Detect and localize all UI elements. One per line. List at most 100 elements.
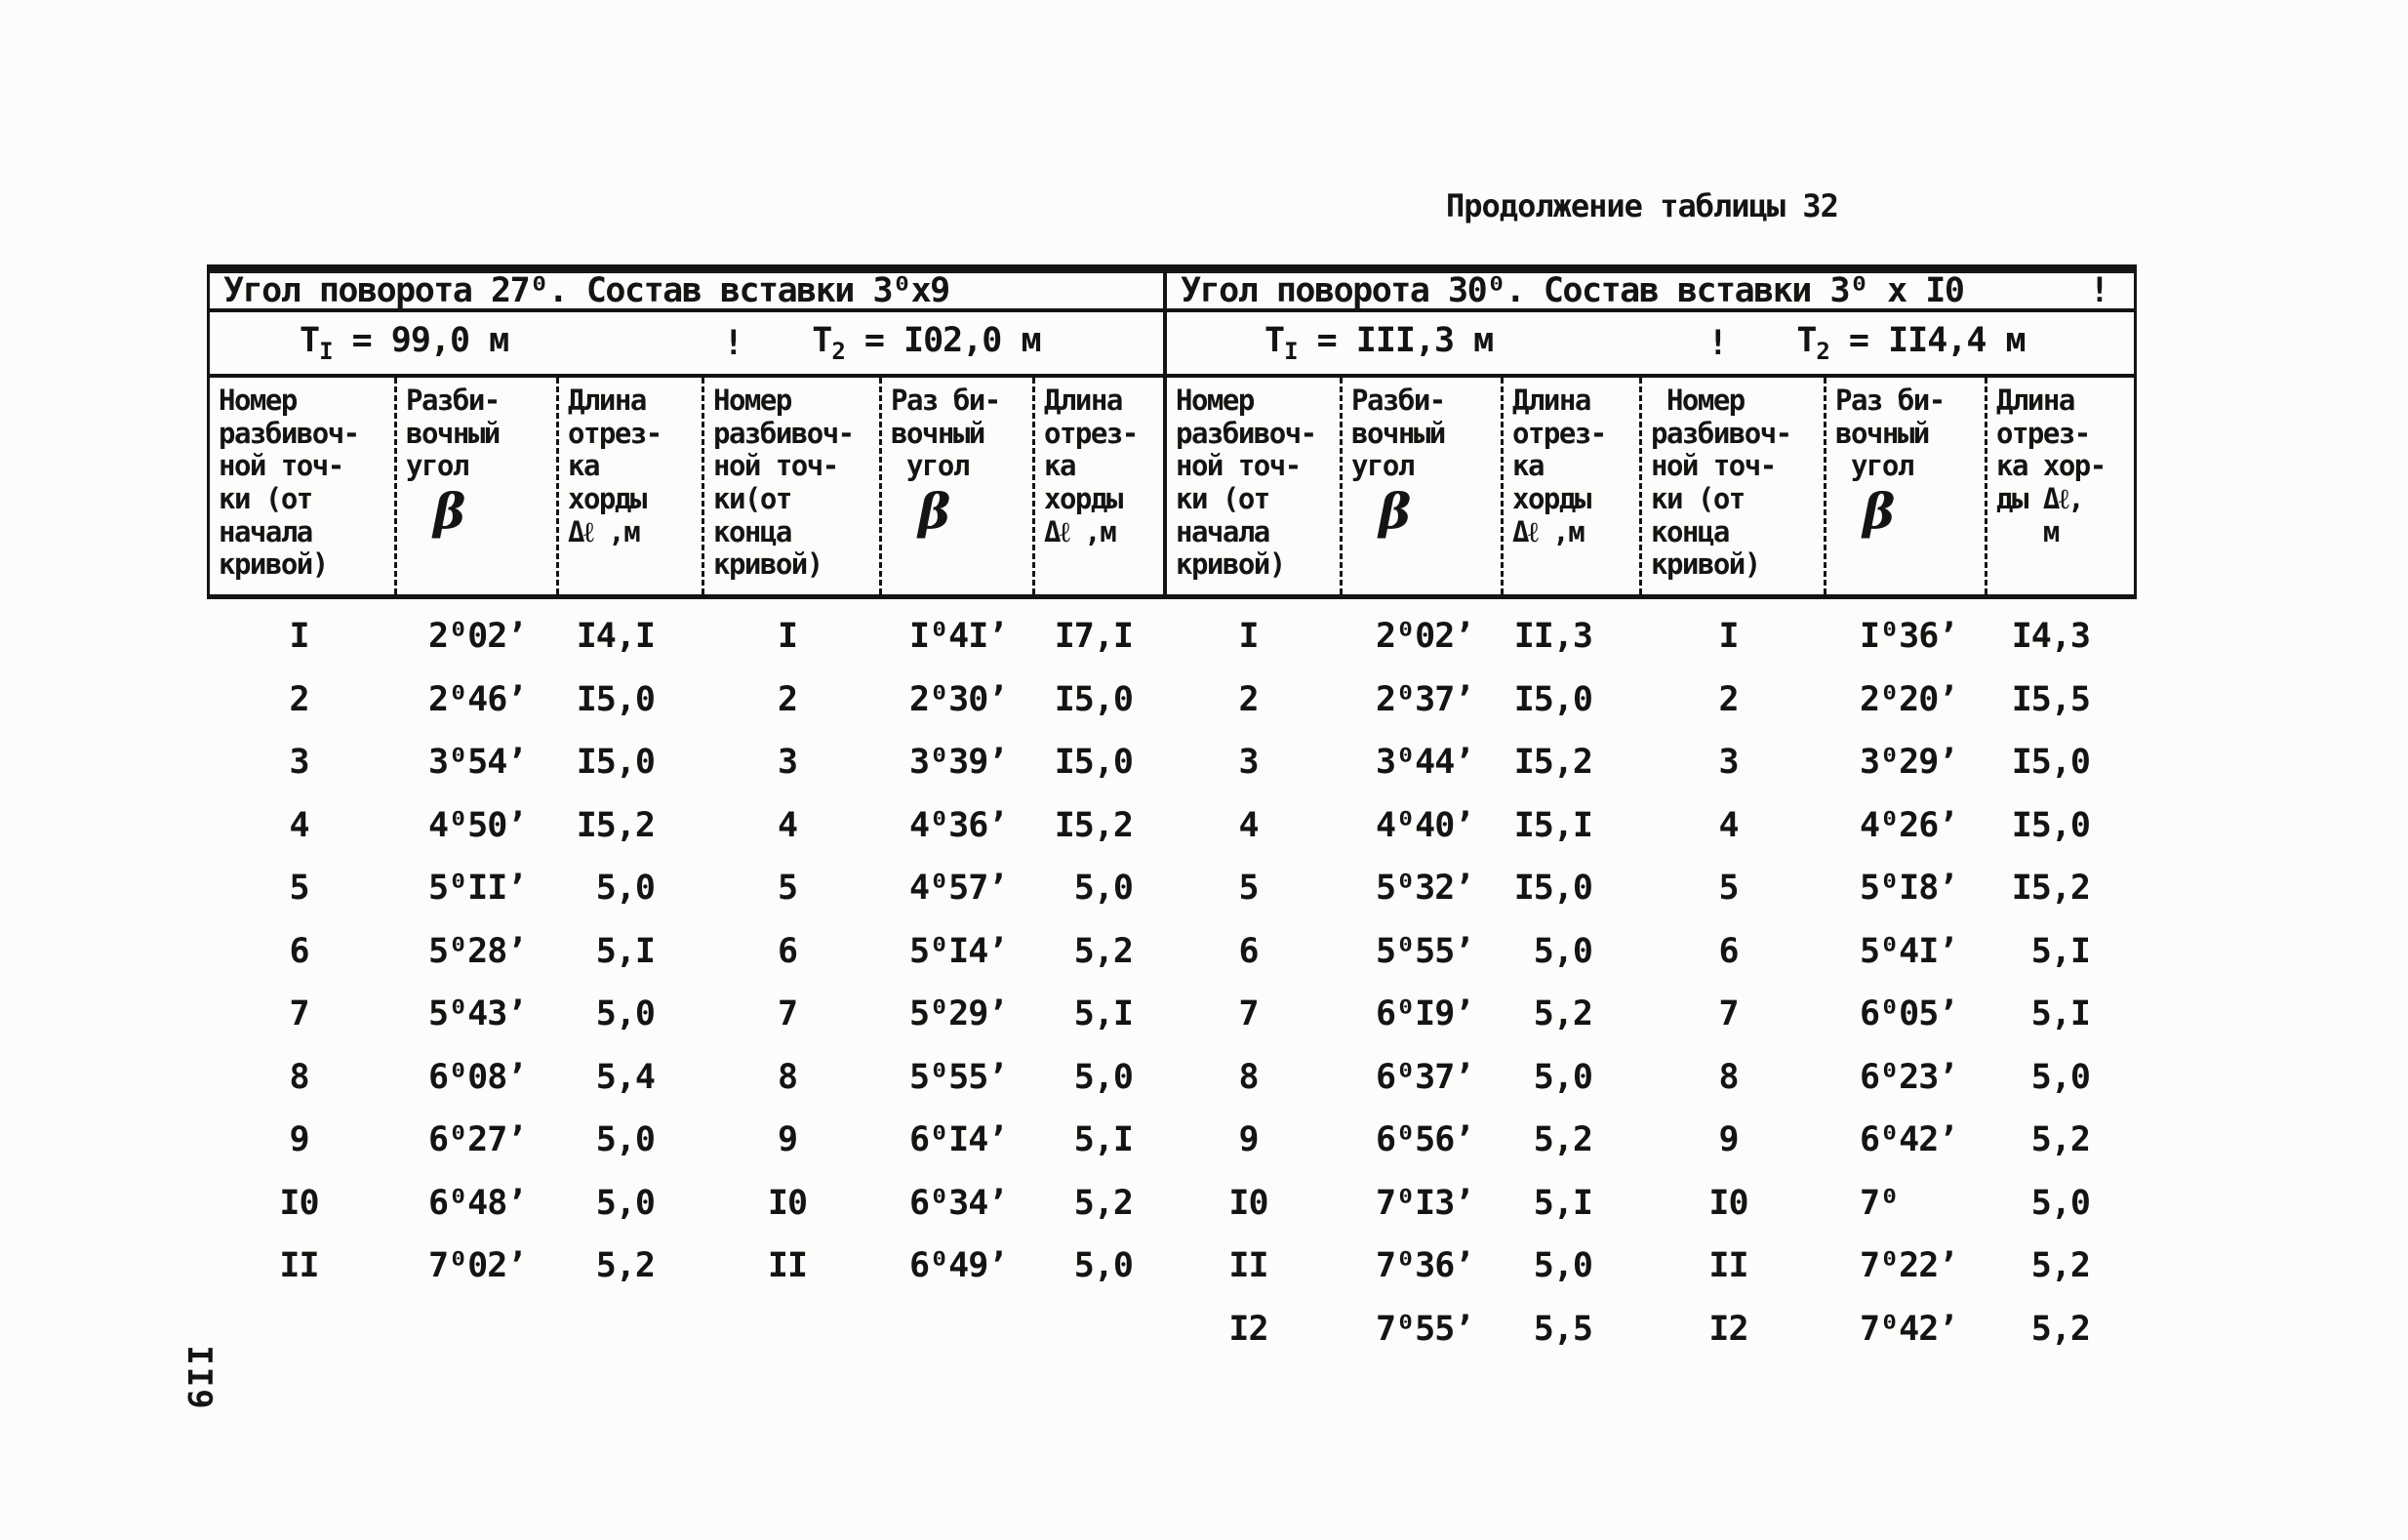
data-group-4-from-end-30deg: I I⁰36’ I4,3 2 2⁰20’ I5,5 3 3⁰29’ I5,0 4 4⁰26’ I5,0…: [1636, 605, 2137, 1360]
cell-g3-r2-c1: 2: [1238, 679, 1259, 719]
t2-base: Т: [1796, 321, 1817, 360]
beta-symbol: β: [1379, 481, 1412, 540]
angle-header-right: Угол поворота 30⁰. Состав вставки 3⁰ х I…: [1163, 271, 2134, 312]
data-group-3-from-start-30deg: I 2⁰02’ II,3 2 2⁰37’ I5,0 3 3⁰44’ I5,2 4 4⁰40’ I5,I…: [1160, 605, 1636, 1360]
cell-g4-r3-c3: I5,0: [2011, 743, 2091, 783]
cell-g3-r8-c1: 8: [1238, 1057, 1259, 1097]
cell-g1-r6-c1: 6: [289, 931, 309, 971]
tangent-t1-right: ТI = III,3 м: [1264, 321, 1494, 365]
cell-g2-r1-c3: I7,I: [1054, 617, 1134, 657]
cell-g2-r10-c1: I0: [767, 1183, 808, 1223]
cell-g3-r12-c1: I2: [1228, 1309, 1268, 1349]
column-header-text: Номер разбивоч- ной точ- ки (от начала к…: [1176, 384, 1317, 582]
cell-g4-r8-c3: 5,0: [2030, 1057, 2091, 1097]
column-headers-row: Номер разбивоч- ной точ- ки (от начала к…: [207, 378, 2137, 599]
column-header-text: Длина отрез- ка хор- ды Δℓ, м: [1996, 384, 2107, 548]
column-header-6: Длина отрез- ка хорды Δℓ ,м: [1032, 378, 1163, 594]
t2-base: Т: [812, 321, 832, 360]
cell-g3-r10-c1: I0: [1228, 1183, 1268, 1223]
cell-g1-r6-c2: 5⁰28’: [428, 931, 527, 971]
cell-g1-r1-c1: I: [289, 617, 309, 657]
cell-g3-r3-c3: I5,2: [1513, 743, 1593, 783]
cell-g4-r1-c3: I4,3: [2011, 617, 2091, 657]
cell-g2-r2-c3: I5,0: [1054, 679, 1134, 719]
cell-g1-r2-c3: I5,0: [576, 679, 656, 719]
cell-g2-r9-c3: 5,I: [1073, 1120, 1134, 1160]
cell-g2-r8-c2: 5⁰55’: [909, 1057, 1008, 1097]
cell-g2-r5-c1: 5: [777, 869, 798, 909]
cell-g4-r5-c3: I5,2: [2011, 869, 2091, 909]
cell-g4-r10-c1: I0: [1708, 1183, 1748, 1223]
cell-g3-r4-c3: I5,I: [1513, 805, 1593, 845]
column-header-8: Разби- вочный угол β: [1340, 378, 1501, 594]
cell-g3-r3-c1: 3: [1238, 743, 1259, 783]
cell-g2-r3-c2: 3⁰39’: [909, 743, 1008, 783]
cell-g3-r11-c2: 7⁰36’: [1376, 1246, 1474, 1286]
column-header-4: Номер разбивоч- ной точ- ки(от конца кри…: [702, 378, 879, 594]
cell-g1-r1-c2: 2⁰02’: [428, 617, 527, 657]
t1-base: Т: [1264, 321, 1285, 360]
cell-g3-r11-c1: II: [1228, 1246, 1268, 1286]
cell-g1-r11-c3: 5,2: [595, 1246, 656, 1286]
cell-g3-r10-c3: 5,I: [1533, 1183, 1593, 1223]
cell-g2-r8-c3: 5,0: [1073, 1057, 1134, 1097]
cell-g1-r3-c2: 3⁰54’: [428, 743, 527, 783]
column-header-text: Номер разбивоч- ной точ- ки (от конца кр…: [1651, 384, 1792, 582]
cell-g1-r4-c2: 4⁰50’: [428, 805, 527, 845]
cell-g2-r2-c2: 2⁰30’: [909, 679, 1008, 719]
cell-g1-r9-c3: 5,0: [595, 1120, 656, 1160]
cell-g1-r9-c1: 9: [289, 1120, 309, 1160]
column-header-2: Разби- вочный угол β: [394, 378, 556, 594]
column-header-1: Номер разбивоч- ной точ- ки (от начала к…: [210, 378, 394, 594]
cell-g2-r7-c2: 5⁰29’: [909, 994, 1008, 1034]
column-header-text: Разби- вочный угол: [1351, 384, 1446, 483]
column-header-text: Длина отрез- ка хорды Δℓ ,м: [1044, 384, 1139, 548]
cell-g1-r4-c3: I5,2: [576, 805, 656, 845]
cell-g2-r1-c2: I⁰4I’: [909, 617, 1008, 657]
cell-g1-r5-c3: 5,0: [595, 869, 656, 909]
cell-g4-r10-c3: 5,0: [2030, 1183, 2091, 1223]
cell-g3-r1-c2: 2⁰02’: [1376, 617, 1474, 657]
cell-g3-r5-c2: 5⁰32’: [1376, 869, 1474, 909]
cell-g2-r10-c2: 6⁰34’: [909, 1183, 1008, 1223]
cell-g2-r11-c2: 6⁰49’: [909, 1246, 1008, 1286]
cell-g4-r4-c2: 4⁰26’: [1860, 805, 1958, 845]
cell-g4-r11-c3: 5,2: [2030, 1246, 2091, 1286]
angle-title-left: Угол поворота 27⁰. Состав вставки 3⁰х9: [223, 271, 950, 310]
column-header-text: Длина отрез- ка хорды Δℓ ,м: [1512, 384, 1607, 548]
cell-g3-r11-c3: 5,0: [1533, 1246, 1593, 1286]
cell-g4-r2-c2: 2⁰20’: [1860, 679, 1958, 719]
cell-g4-r7-c3: 5,I: [2030, 994, 2091, 1034]
cell-g2-r11-c3: 5,0: [1073, 1246, 1134, 1286]
cell-g4-r1-c1: I: [1718, 617, 1739, 657]
t2-value: = II4,4 м: [1828, 321, 2027, 360]
t1-value: = 99,0 м: [332, 321, 510, 360]
t1-base: Т: [300, 321, 320, 360]
cell-g2-r9-c2: 6⁰I4’: [909, 1120, 1008, 1160]
cell-g1-r7-c3: 5,0: [595, 994, 656, 1034]
cell-g2-r4-c3: I5,2: [1054, 805, 1134, 845]
cell-g4-r4-c1: 4: [1718, 805, 1739, 845]
cell-g3-r10-c2: 7⁰I3’: [1376, 1183, 1474, 1223]
t2-value: = I02,0 м: [844, 321, 1042, 360]
cell-g2-r4-c1: 4: [777, 805, 798, 845]
column-header-text: Номер разбивоч- ной точ- ки (от начала к…: [219, 384, 360, 582]
cell-g4-r3-c2: 3⁰29’: [1860, 743, 1958, 783]
cell-g3-r5-c1: 5: [1238, 869, 1259, 909]
cell-g2-r3-c1: 3: [777, 743, 798, 783]
cell-g2-r7-c1: 7: [777, 994, 798, 1034]
cell-g1-r2-c2: 2⁰46’: [428, 679, 527, 719]
cell-g4-r12-c1: I2: [1708, 1309, 1748, 1349]
cell-g3-r8-c2: 6⁰37’: [1376, 1057, 1474, 1097]
cell-g3-r12-c3: 5,5: [1533, 1309, 1593, 1349]
cell-g1-r5-c1: 5: [289, 869, 309, 909]
cell-g1-r10-c1: I0: [279, 1183, 319, 1223]
cell-g3-r6-c3: 5,0: [1533, 931, 1593, 971]
cell-g1-r5-c2: 5⁰II’: [428, 869, 527, 909]
column-header-text: Разби- вочный угол: [406, 384, 501, 483]
cell-g2-r5-c2: 4⁰57’: [909, 869, 1008, 909]
t2-subscript: 2: [1816, 338, 1829, 365]
cell-g3-r3-c2: 3⁰44’: [1376, 743, 1474, 783]
cell-g1-r8-c2: 6⁰08’: [428, 1057, 527, 1097]
tangent-values-row: ТI = 99,0 м ! Т2 = I02,0 м ТI = III,3 м …: [207, 312, 2137, 378]
